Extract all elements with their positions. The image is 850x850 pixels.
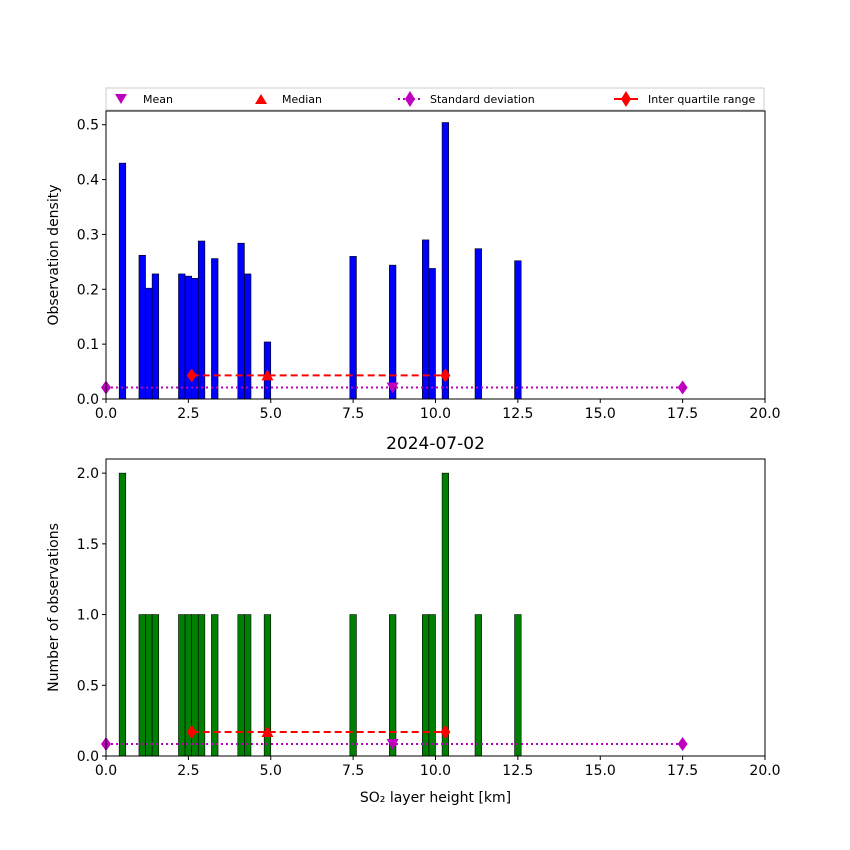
y-tick-label: 0.5 (77, 118, 99, 134)
y-tick-label: 0.0 (77, 392, 99, 408)
histogram-bar (389, 614, 397, 757)
histogram-bar (118, 472, 127, 757)
iqr-marker-start (186, 368, 197, 383)
x-tick-label: 17.5 (667, 406, 698, 422)
count-histogram-panel: 0.0 2.5 5.0 7.5 10.0 12.5 15.0 17.5 20.0 0.0 0.5 1.… (46, 434, 781, 806)
histogram-bar (514, 614, 522, 757)
histogram-bar (428, 614, 436, 757)
iqr-marker-end (440, 368, 451, 383)
x-tick-label: 20.0 (749, 763, 780, 779)
histogram-bar (389, 264, 397, 400)
histogram-bar (138, 254, 146, 400)
histogram-bar (151, 614, 160, 757)
histogram-bar (474, 614, 482, 757)
x-tick-label: 20.0 (749, 406, 780, 422)
histogram-bar (428, 268, 436, 400)
histogram-bar (441, 472, 449, 757)
histogram-bar (145, 614, 153, 757)
histogram-bar (211, 614, 219, 757)
x-tick-label: 10.0 (420, 406, 451, 422)
y-tick-label: 0.3 (77, 227, 99, 243)
legend-mean: Mean (115, 93, 173, 106)
legend-std-marker (405, 91, 415, 107)
histogram-bar (514, 260, 522, 400)
y-tick-label: 0.0 (77, 749, 99, 765)
x-tick-label: 2.5 (177, 763, 199, 779)
legend-iqr: Inter quartile range (614, 91, 755, 107)
histogram-bar (422, 614, 430, 757)
histogram-bar (474, 248, 482, 400)
x-tick-label: 15.0 (585, 763, 616, 779)
legend-iqr-label: Inter quartile range (648, 93, 755, 106)
x-tick-label: 10.0 (420, 763, 451, 779)
histogram-bar (145, 287, 153, 400)
y-tick-label: 2.0 (77, 466, 99, 482)
y-axis-label: Number of observations (46, 523, 62, 692)
histogram-bar (118, 162, 127, 400)
density-histogram-panel: 0.0 2.5 5.0 7.5 10.0 12.5 15.0 17.5 20.0 0.0 0.1 0.… (46, 110, 781, 422)
x-tick-label: 0.0 (95, 406, 117, 422)
histogram-bar (244, 614, 252, 757)
y-tick-label: 0.5 (77, 678, 99, 694)
std-marker-end (677, 380, 688, 395)
histogram-bar (441, 122, 449, 400)
y-tick-label: 0.1 (77, 337, 99, 353)
x-tick-label: 2.5 (177, 406, 199, 422)
histogram-bar (178, 273, 186, 400)
histogram-bar (211, 258, 219, 400)
iqr-marker-start (186, 724, 197, 739)
mean-marker (386, 382, 399, 394)
legend-median-label: Median (282, 93, 322, 106)
y-tick-label: 1.0 (77, 608, 99, 624)
x-tick-label: 5.0 (260, 406, 282, 422)
iqr-marker-end (440, 724, 451, 739)
y-tick-label: 0.2 (77, 282, 99, 298)
histogram-bar (244, 273, 252, 400)
x-tick-label: 7.5 (342, 763, 364, 779)
chart-title: 2024-07-02 (386, 434, 485, 454)
x-tick-label: 5.0 (260, 763, 282, 779)
histogram-bar (349, 256, 357, 400)
legend-median: Median (255, 93, 322, 106)
legend-median-marker (255, 94, 267, 104)
histogram-bar (151, 273, 160, 400)
x-tick-label: 12.5 (502, 406, 533, 422)
histogram-bar (138, 614, 146, 757)
legend-std: Standard deviation (398, 91, 535, 107)
x-tick-label: 12.5 (502, 763, 533, 779)
x-tick-label: 0.0 (95, 763, 117, 779)
std-marker-end (677, 736, 688, 751)
legend: Mean Median Standard deviation Inter qua… (105, 87, 765, 111)
x-tick-label: 17.5 (667, 763, 698, 779)
y-tick-label: 0.4 (77, 173, 99, 189)
y-axis-label: Observation density (46, 184, 62, 325)
histogram-bar (178, 614, 186, 757)
histogram-bar (237, 614, 245, 757)
legend-mean-marker (115, 94, 127, 104)
histogram-bar (197, 614, 206, 757)
y-tick-label: 1.5 (77, 537, 99, 553)
legend-mean-label: Mean (143, 93, 173, 106)
legend-iqr-marker (621, 91, 631, 107)
x-axis-label: SO₂ layer height [km] (360, 790, 511, 806)
mean-marker (386, 738, 399, 750)
median-marker (261, 369, 274, 381)
median-marker (261, 725, 274, 737)
histogram-bar (349, 614, 357, 757)
legend-frame (105, 87, 765, 111)
x-tick-label: 7.5 (342, 406, 364, 422)
x-tick-label: 15.0 (585, 406, 616, 422)
legend-std-label: Standard deviation (430, 93, 535, 106)
